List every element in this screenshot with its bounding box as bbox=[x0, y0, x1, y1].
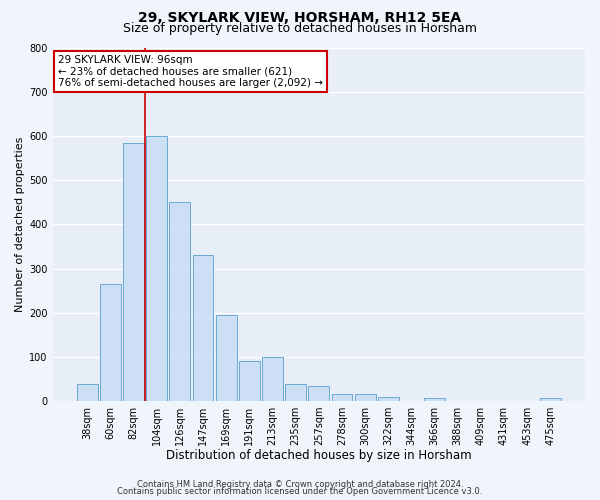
Bar bbox=[540, 398, 561, 401]
Bar bbox=[123, 143, 144, 401]
Text: Size of property relative to detached houses in Horsham: Size of property relative to detached ho… bbox=[123, 22, 477, 35]
Text: Contains public sector information licensed under the Open Government Licence v3: Contains public sector information licen… bbox=[118, 487, 482, 496]
Bar bbox=[239, 362, 260, 401]
Y-axis label: Number of detached properties: Number of detached properties bbox=[15, 137, 25, 312]
Text: 29 SKYLARK VIEW: 96sqm
← 23% of detached houses are smaller (621)
76% of semi-de: 29 SKYLARK VIEW: 96sqm ← 23% of detached… bbox=[58, 55, 323, 88]
Bar bbox=[355, 394, 376, 401]
Bar bbox=[193, 256, 214, 401]
Text: 29, SKYLARK VIEW, HORSHAM, RH12 5EA: 29, SKYLARK VIEW, HORSHAM, RH12 5EA bbox=[139, 11, 461, 25]
Bar bbox=[100, 284, 121, 401]
Bar bbox=[424, 398, 445, 401]
Bar bbox=[285, 384, 306, 401]
Bar bbox=[332, 394, 352, 401]
Bar bbox=[77, 384, 98, 401]
Text: Contains HM Land Registry data © Crown copyright and database right 2024.: Contains HM Land Registry data © Crown c… bbox=[137, 480, 463, 489]
Bar bbox=[378, 396, 398, 401]
Bar bbox=[262, 357, 283, 401]
Bar bbox=[215, 315, 236, 401]
X-axis label: Distribution of detached houses by size in Horsham: Distribution of detached houses by size … bbox=[166, 450, 472, 462]
Bar bbox=[308, 386, 329, 401]
Bar bbox=[146, 136, 167, 401]
Bar bbox=[169, 202, 190, 401]
